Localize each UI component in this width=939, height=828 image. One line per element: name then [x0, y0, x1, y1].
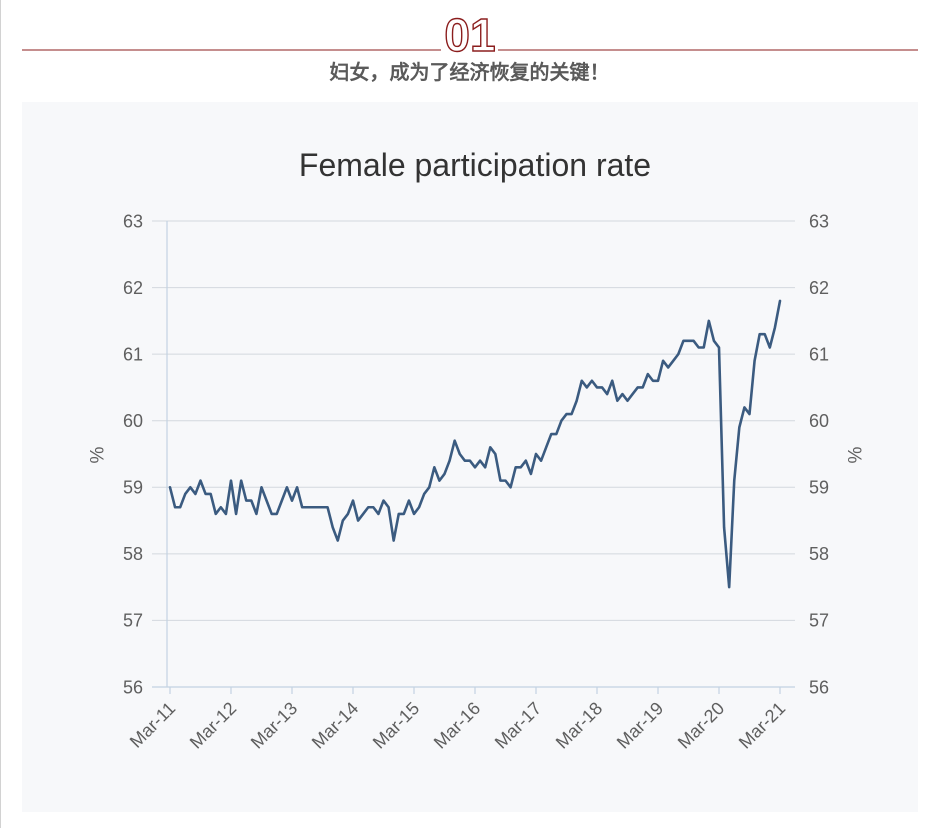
y-tick-label-right: 58 [809, 544, 829, 564]
y-tick-label-right: 56 [809, 677, 829, 697]
page-left-border [0, 0, 1, 828]
x-tick-label: Mar-15 [369, 698, 423, 752]
y-tick-label-right: 60 [809, 411, 829, 431]
y-axis-right-labels: 56 57 58 59 60 61 62 63 [809, 211, 829, 697]
y-axis-title-left: % [88, 446, 109, 463]
chart-panel [22, 102, 918, 812]
x-axis-labels: Mar-11 Mar-12 Mar-13 Mar-14 Mar-15 Mar-16 Mar-… [126, 698, 790, 752]
y-tick-label-left: 63 [123, 211, 143, 231]
y-tick-label-right: 62 [809, 278, 829, 298]
chart-title: Female participation rate [299, 147, 651, 183]
x-tick-label: Mar-12 [186, 698, 240, 752]
section-subtitle: 妇女，成为了经济恢复的关键！ [329, 62, 610, 84]
y-tick-label-left: 59 [123, 478, 143, 498]
x-tick-label: Mar-18 [552, 698, 606, 752]
y-tick-label-right: 59 [809, 478, 829, 498]
y-tick-label-left: 62 [123, 278, 143, 298]
x-tick-label: Mar-16 [430, 698, 484, 752]
x-tick-label: Mar-13 [247, 698, 301, 752]
x-axis-ticks [169, 687, 781, 694]
y-tick-label-left: 56 [123, 677, 143, 697]
x-tick-label: Mar-11 [126, 698, 180, 752]
x-tick-label: Mar-14 [308, 698, 362, 752]
series-line [168, 299, 782, 589]
x-tick-label: Mar-21 [735, 698, 789, 752]
y-tick-label-right: 63 [809, 211, 829, 231]
y-tick-label-right: 61 [809, 344, 829, 364]
y-tick-label-left: 60 [123, 411, 143, 431]
x-tick-label: Mar-19 [613, 698, 667, 752]
series-group [168, 299, 782, 589]
y-axis-left-labels: 56 57 58 59 60 61 62 63 [123, 211, 143, 697]
y-tick-label-left: 61 [123, 344, 143, 364]
y-axis-title-right: % [846, 446, 867, 463]
y-tick-label-left: 58 [123, 544, 143, 564]
y-tick-label-left: 57 [123, 611, 143, 631]
grid-lines [152, 220, 795, 688]
section-number: 01 [444, 9, 495, 60]
x-tick-label: Mar-20 [674, 698, 728, 752]
y-tick-label-right: 57 [809, 611, 829, 631]
x-tick-label: Mar-17 [491, 698, 545, 752]
section-header: 01 [22, 8, 918, 60]
